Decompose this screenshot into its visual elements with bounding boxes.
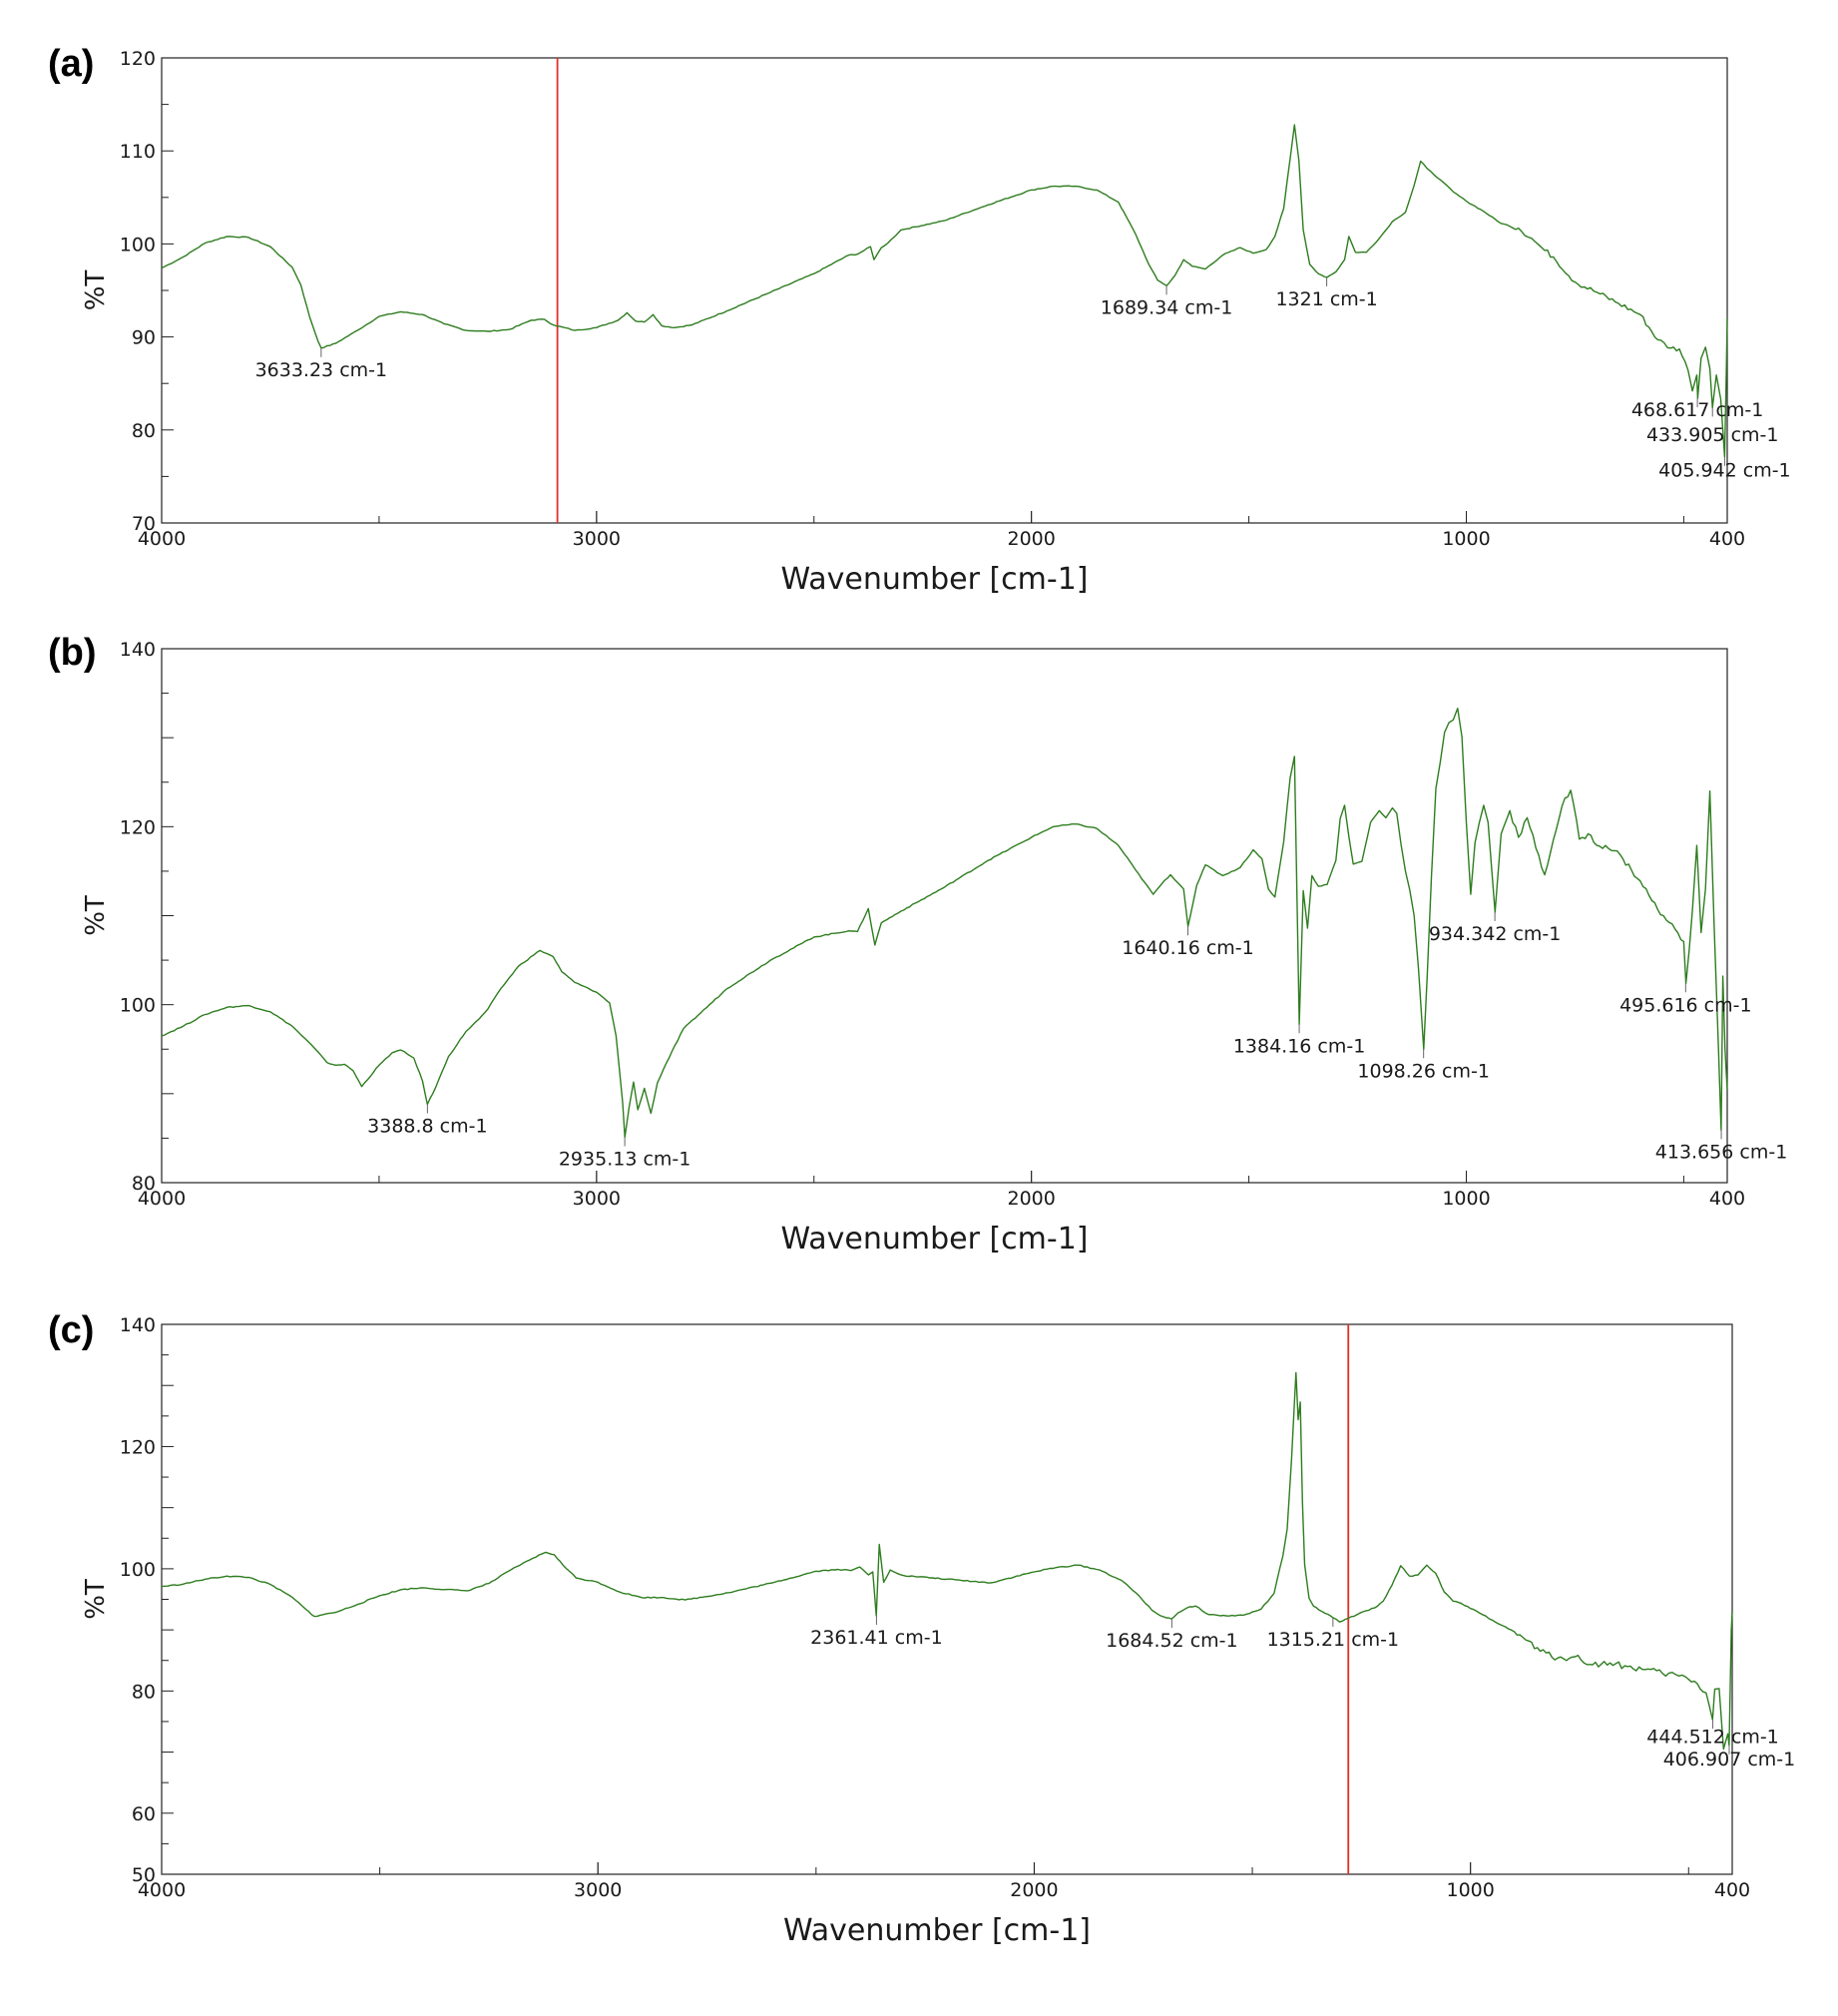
- x-tick-label: 4000: [138, 1188, 186, 1210]
- panel-letter: (a): [48, 43, 94, 85]
- x-tick-label: 2000: [1010, 1879, 1058, 1901]
- peak-label: 3633.23 cm-1: [255, 359, 388, 381]
- peak-label: 444.512 cm-1: [1646, 1726, 1779, 1748]
- y-tick-label: 80: [132, 420, 156, 442]
- y-axis-title: %T: [81, 895, 111, 936]
- x-axis-title: Wavenumber [cm-1]: [783, 1913, 1091, 1948]
- x-tick-label: 3000: [573, 528, 621, 550]
- peak-label: 1689.34 cm-1: [1101, 296, 1233, 318]
- peak-label: 468.617 cm-1: [1631, 399, 1764, 421]
- peak-label: 1321 cm-1: [1275, 288, 1377, 310]
- x-tick-label: 3000: [574, 1879, 622, 1901]
- spectrum-panel-1: (a) 4000 3000 2000 1000 400 70 80 90 100 110 120 Wav…: [48, 43, 1791, 597]
- x-tick-label: 2000: [1007, 528, 1055, 550]
- x-tick-label: 2000: [1007, 1188, 1055, 1210]
- x-tick-label: 1000: [1442, 528, 1490, 550]
- peak-label: 413.656 cm-1: [1655, 1141, 1788, 1163]
- y-tick-label: 70: [132, 513, 156, 535]
- peak-label: 406.907 cm-1: [1663, 1749, 1796, 1770]
- x-axis-title: Wavenumber [cm-1]: [781, 1222, 1089, 1257]
- y-tick-label: 90: [132, 327, 156, 349]
- x-tick-label: 400: [1709, 1188, 1745, 1210]
- y-tick-label: 140: [120, 639, 156, 661]
- y-tick-label: 100: [120, 234, 156, 255]
- peak-label: 2361.41 cm-1: [810, 1627, 943, 1649]
- spectrum-line: [161, 1371, 1733, 1751]
- peak-label: 1640.16 cm-1: [1122, 937, 1254, 959]
- peak-label: 405.942 cm-1: [1658, 459, 1791, 481]
- spectrum-line: [161, 708, 1728, 1139]
- x-axis-title: Wavenumber [cm-1]: [781, 562, 1089, 597]
- peak-label: 495.616 cm-1: [1619, 994, 1752, 1016]
- peak-label: 934.342 cm-1: [1429, 923, 1562, 945]
- y-tick-label: 120: [120, 1436, 156, 1458]
- y-tick-label: 140: [120, 1314, 156, 1336]
- x-tick-label: 3000: [573, 1188, 621, 1210]
- panel-letter: (b): [48, 632, 97, 674]
- y-tick-label: 50: [132, 1864, 156, 1886]
- peak-label: 2935.13 cm-1: [559, 1149, 691, 1171]
- spectrum-panel-2: (b) 4000 3000 2000 1000 400 80 100 120 140 Wavenum…: [48, 632, 1787, 1257]
- peak-label: 1684.52 cm-1: [1106, 1630, 1238, 1652]
- peak-label: 433.905 cm-1: [1646, 424, 1779, 446]
- x-tick-label: 400: [1709, 528, 1745, 550]
- x-tick-label: 1000: [1446, 1879, 1494, 1901]
- y-axis-title: %T: [81, 270, 111, 311]
- y-tick-label: 100: [120, 995, 156, 1017]
- x-tick-label: 4000: [138, 1879, 186, 1901]
- y-tick-label: 120: [120, 816, 156, 838]
- y-axis-title: %T: [81, 1579, 111, 1620]
- x-tick-label: 4000: [138, 528, 186, 550]
- y-tick-label: 110: [120, 141, 156, 163]
- y-tick-label: 100: [120, 1559, 156, 1581]
- spectrum-panel-3: (c) 4000 3000 2000 1000 400 50 60 80 100 120 140 Wav…: [48, 1309, 1795, 1948]
- x-tick-label: 400: [1714, 1879, 1750, 1901]
- panel-letter: (c): [48, 1309, 94, 1351]
- y-tick-label: 120: [120, 48, 156, 70]
- peak-label: 1384.16 cm-1: [1233, 1035, 1366, 1057]
- plot-frame: [161, 1323, 1733, 1875]
- peak-label: 1098.26 cm-1: [1357, 1060, 1490, 1082]
- spectrum-line: [161, 124, 1728, 458]
- y-tick-label: 80: [132, 1681, 156, 1703]
- y-tick-label: 80: [132, 1173, 156, 1195]
- peak-label: 3388.8 cm-1: [367, 1116, 487, 1138]
- y-tick-label: 60: [132, 1803, 156, 1825]
- x-tick-label: 1000: [1442, 1188, 1490, 1210]
- plot-frame: [161, 57, 1728, 524]
- peak-label: 1315.21 cm-1: [1267, 1629, 1400, 1651]
- plot-frame: [161, 648, 1728, 1184]
